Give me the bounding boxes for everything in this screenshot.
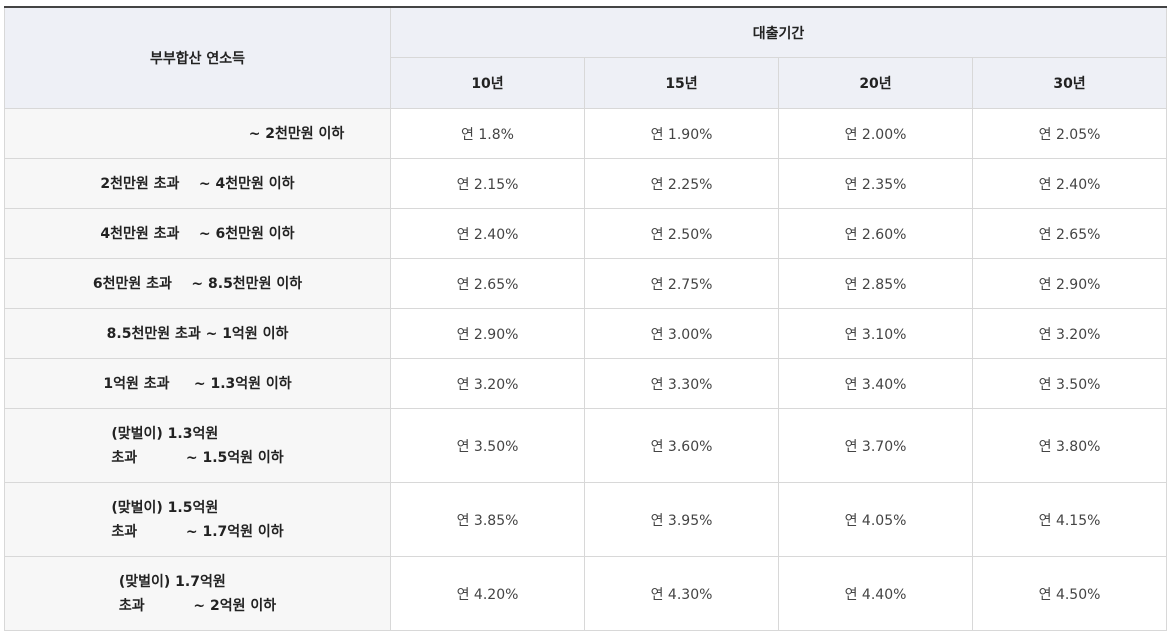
rate-cell: 연 1.90%	[584, 108, 779, 159]
interest-rate-table: 부부합산 연소득 대출기간 10년 15년 20년 30년 ~ 2천만원 이하 …	[4, 6, 1167, 631]
rate-cell: 연 2.05%	[971, 108, 1167, 159]
income-range-label: 1억원 초과 ~ 1.3억원 이하	[4, 358, 391, 409]
rate-cell: 연 4.05%	[778, 482, 973, 557]
rate-cell: 연 3.50%	[390, 408, 585, 483]
income-range-line: ~ 2천만원 이하	[248, 125, 345, 142]
income-range-line: 4천만원 초과 ~ 6천만원 이하	[100, 225, 295, 242]
table-row: ~ 2천만원 이하 연 1.8% 연 1.90% 연 2.00% 연 2.05%	[4, 108, 1167, 159]
income-header: 부부합산 연소득	[4, 6, 391, 109]
income-range-line: 1억원 초과 ~ 1.3억원 이하	[103, 375, 292, 392]
rate-cell: 연 3.20%	[390, 358, 585, 409]
rate-cell: 연 3.95%	[584, 482, 779, 557]
loan-period-header: 대출기간	[389, 6, 1167, 58]
period-header-20y: 20년	[778, 57, 973, 109]
rate-cell: 연 2.90%	[390, 308, 585, 359]
income-range-label: 2천만원 초과 ~ 4천만원 이하	[4, 158, 391, 209]
rate-cell: 연 2.25%	[584, 158, 779, 209]
income-range-line: 6천만원 초과 ~ 8.5천만원 이하	[92, 275, 303, 292]
income-range-line: (맞벌이) 1.3억원	[111, 425, 219, 442]
income-range-label: 6천만원 초과 ~ 8.5천만원 이하	[4, 258, 391, 309]
rate-cell: 연 4.15%	[971, 482, 1167, 557]
rate-cell: 연 4.20%	[390, 556, 585, 631]
rate-cell: 연 3.20%	[971, 308, 1167, 359]
table-row: 6천만원 초과 ~ 8.5천만원 이하 연 2.65% 연 2.75% 연 2.…	[4, 258, 1167, 309]
income-range-line: 8.5천만원 초과 ~ 1억원 이하	[106, 325, 289, 342]
rate-cell: 연 2.90%	[971, 258, 1167, 309]
rate-cell: 연 3.50%	[971, 358, 1167, 409]
income-range-line: (맞벌이) 1.7억원	[118, 573, 226, 590]
table-row: 4천만원 초과 ~ 6천만원 이하 연 2.40% 연 2.50% 연 2.60…	[4, 208, 1167, 259]
rate-cell: 연 4.50%	[971, 556, 1167, 631]
rate-cell: 연 3.00%	[584, 308, 779, 359]
rate-cell: 연 2.60%	[778, 208, 973, 259]
income-range-label: ~ 2천만원 이하	[4, 108, 391, 159]
rate-cell: 연 2.40%	[390, 208, 585, 259]
rate-cell: 연 3.60%	[584, 408, 779, 483]
rate-cell: 연 2.50%	[584, 208, 779, 259]
income-range-label: 4천만원 초과 ~ 6천만원 이하	[4, 208, 391, 259]
income-range-label: 8.5천만원 초과 ~ 1억원 이하	[4, 308, 391, 359]
rate-cell: 연 3.85%	[390, 482, 585, 557]
table-row: 8.5천만원 초과 ~ 1억원 이하 연 2.90% 연 3.00% 연 3.1…	[4, 308, 1167, 359]
rate-cell: 연 2.40%	[971, 158, 1167, 209]
rate-cell: 연 3.10%	[778, 308, 973, 359]
income-range-line: 초과 ~ 2억원 이하	[118, 597, 277, 614]
rate-cell: 연 3.40%	[778, 358, 973, 409]
income-range-line: 초과 ~ 1.5억원 이하	[111, 449, 284, 466]
rate-cell: 연 3.30%	[584, 358, 779, 409]
rate-cell: 연 1.8%	[390, 108, 585, 159]
rate-cell: 연 2.85%	[778, 258, 973, 309]
period-header-30y: 30년	[971, 57, 1167, 109]
rate-cell: 연 2.65%	[390, 258, 585, 309]
income-range-line: (맞벌이) 1.5억원	[111, 499, 219, 516]
rate-cell: 연 2.65%	[971, 208, 1167, 259]
rate-cell: 연 4.40%	[778, 556, 973, 631]
table-row: 1억원 초과 ~ 1.3억원 이하 연 3.20% 연 3.30% 연 3.40…	[4, 358, 1167, 409]
table-row: 2천만원 초과 ~ 4천만원 이하 연 2.15% 연 2.25% 연 2.35…	[4, 158, 1167, 209]
rate-cell: 연 3.80%	[971, 408, 1167, 483]
income-range-line: 초과 ~ 1.7억원 이하	[111, 523, 284, 540]
rate-cell: 연 2.15%	[390, 158, 585, 209]
income-range-line: 2천만원 초과 ~ 4천만원 이하	[100, 175, 295, 192]
rate-cell: 연 4.30%	[584, 556, 779, 631]
rate-cell: 연 2.35%	[778, 158, 973, 209]
period-header-10y: 10년	[390, 57, 585, 109]
rate-cell: 연 3.70%	[778, 408, 973, 483]
rate-cell: 연 2.75%	[584, 258, 779, 309]
period-header-15y: 15년	[584, 57, 779, 109]
rate-cell: 연 2.00%	[778, 108, 973, 159]
